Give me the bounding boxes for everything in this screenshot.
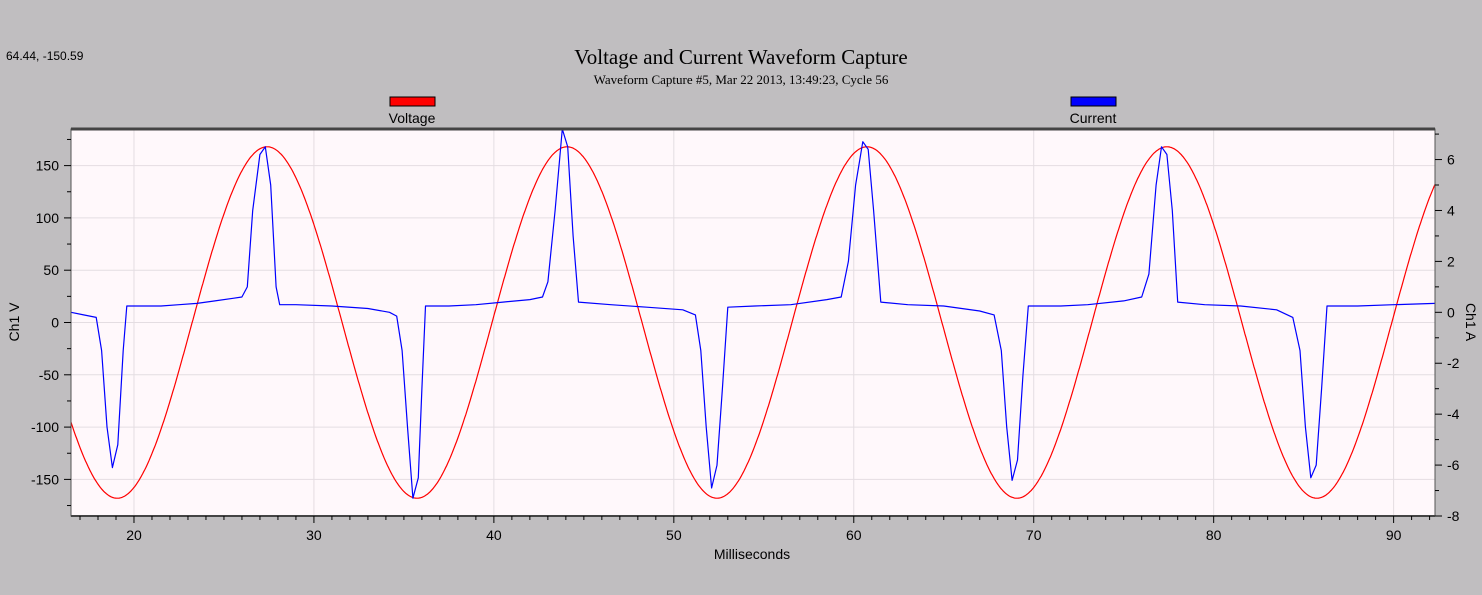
x-tick-label: 50 (666, 527, 682, 543)
y2-tick-label: -6 (1447, 457, 1460, 473)
legend-label-current: Current (1070, 110, 1117, 126)
x-tick-label: 40 (486, 527, 502, 543)
x-tick-label: 70 (1026, 527, 1042, 543)
voltage-series-line[interactable] (70, 146, 1436, 499)
y-tick-label: 150 (36, 158, 60, 174)
y2-tick-label: 0 (1447, 304, 1455, 320)
legend-swatch-current[interactable] (1070, 96, 1117, 107)
y-tick-label: 0 (51, 315, 59, 331)
cursor-coordinate-readout: 64.44, -150.59 (6, 49, 84, 63)
y-tick-label: -50 (39, 367, 59, 383)
y2-tick-label: 6 (1447, 152, 1455, 168)
y-axis-left-ticks: -150 -100 -50 0 50 100 150 (31, 138, 71, 507)
y2-tick-label: -8 (1447, 508, 1460, 524)
x-axis-label: Milliseconds (714, 546, 790, 562)
legend-label-voltage: Voltage (389, 110, 436, 126)
y-axis-left-label: Ch1 V (6, 302, 22, 342)
y-axis-right-ticks: -8 -6 -4 -2 0 2 4 6 (1435, 133, 1460, 524)
y-tick-label: 100 (36, 210, 60, 226)
y2-tick-label: 4 (1447, 202, 1455, 218)
x-tick-label: 30 (306, 527, 322, 543)
x-tick-label: 80 (1206, 527, 1222, 543)
grid-lines (71, 129, 1435, 516)
y2-tick-label: -2 (1447, 355, 1460, 371)
legend-swatch-voltage[interactable] (389, 96, 436, 107)
y-tick-label: -150 (31, 471, 59, 487)
chart-title: Voltage and Current Waveform Capture (574, 45, 908, 69)
x-tick-label: 60 (846, 527, 862, 543)
y-tick-label: 50 (43, 262, 59, 278)
x-tick-label: 20 (126, 527, 142, 543)
data-series (70, 128, 1436, 499)
y-axis-right-label: Ch1 A (1463, 303, 1479, 342)
x-tick-label: 90 (1386, 527, 1402, 543)
y2-tick-label: 2 (1447, 253, 1455, 269)
y-tick-label: -100 (31, 419, 59, 435)
legend: Voltage Current (389, 96, 1117, 126)
x-axis-ticks: 20 30 40 50 60 70 80 90 (79, 516, 1431, 543)
chart-subtitle: Waveform Capture #5, Mar 22 2013, 13:49:… (593, 72, 889, 87)
current-series-line[interactable] (70, 128, 1436, 499)
y2-tick-label: -4 (1447, 406, 1460, 422)
